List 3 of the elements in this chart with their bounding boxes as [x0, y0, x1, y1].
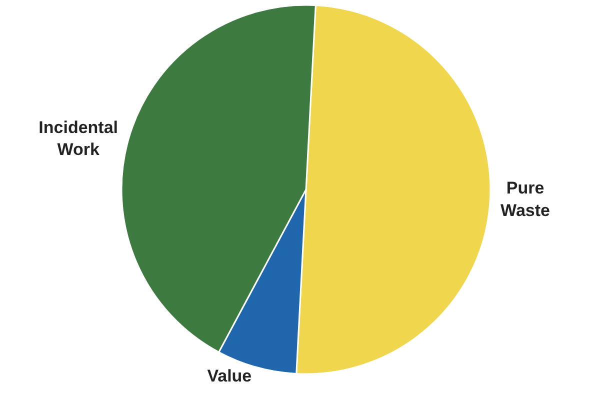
slice-label: Value	[207, 366, 252, 386]
slice-label: Incidental Work	[38, 118, 118, 159]
slice-label: Pure Waste	[500, 178, 550, 220]
